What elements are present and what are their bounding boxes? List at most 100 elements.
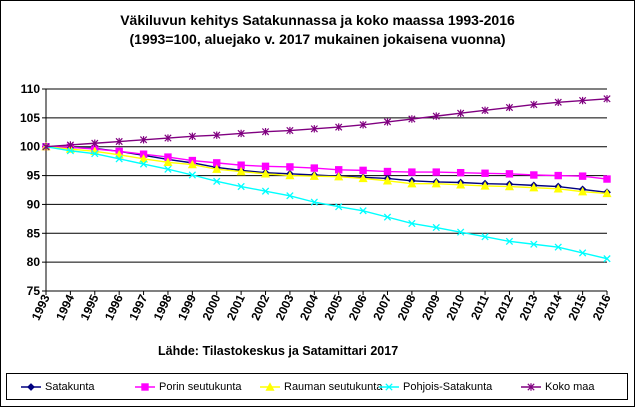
x-tick-label: 2009 bbox=[419, 292, 443, 322]
y-tick-label: 90 bbox=[27, 197, 41, 211]
data-point-marker bbox=[310, 164, 319, 172]
legend-item: Koko maa bbox=[521, 374, 595, 399]
data-point-marker bbox=[578, 96, 587, 105]
data-point-marker bbox=[553, 184, 563, 193]
data-point-marker bbox=[334, 171, 344, 181]
chart-subtitle-line2: (1993=100, aluejako v. 2017 mukainen jok… bbox=[129, 31, 506, 47]
data-point-marker bbox=[554, 243, 562, 251]
x-tick-label: 1995 bbox=[78, 292, 102, 322]
data-point-marker bbox=[432, 112, 440, 120]
data-point-marker bbox=[481, 169, 489, 177]
data-point-marker bbox=[335, 123, 343, 131]
series-porin-seutukunta bbox=[42, 143, 611, 183]
data-point-marker bbox=[457, 109, 465, 117]
data-point-marker bbox=[310, 198, 318, 206]
data-point-marker bbox=[359, 166, 367, 175]
data-point-marker bbox=[480, 181, 490, 190]
data-point-marker bbox=[163, 157, 173, 166]
data-point-marker bbox=[456, 168, 465, 177]
x-tick-label: 2005 bbox=[321, 292, 345, 322]
y-tick-label: 85 bbox=[27, 226, 41, 240]
x-tick-label: 2006 bbox=[346, 292, 370, 322]
legend: Satakunta Porin seutukunta Rauman seutukun… bbox=[6, 373, 628, 400]
series-pohjois-satakunta bbox=[42, 143, 611, 263]
x-tick-label: 2007 bbox=[370, 292, 394, 322]
data-point-marker bbox=[335, 203, 343, 211]
data-point-marker bbox=[385, 382, 393, 391]
data-point-marker bbox=[456, 228, 465, 236]
legend-swatch bbox=[135, 382, 155, 391]
x-tick-label: 2008 bbox=[395, 292, 419, 322]
x-tick-label: 2016 bbox=[590, 292, 614, 322]
data-point-marker bbox=[504, 181, 514, 191]
data-point-marker bbox=[164, 165, 172, 173]
data-point-marker bbox=[481, 106, 489, 115]
data-point-marker bbox=[530, 240, 538, 248]
legend-label: Koko maa bbox=[545, 380, 595, 393]
data-point-marker bbox=[237, 129, 245, 138]
y-tick-label: 95 bbox=[27, 169, 41, 183]
data-point-marker bbox=[383, 167, 392, 176]
legend-label: Rauman seutukunta bbox=[284, 380, 383, 393]
data-point-marker bbox=[310, 125, 318, 133]
data-point-marker bbox=[265, 381, 275, 391]
legend-swatch bbox=[521, 382, 541, 391]
data-point-marker bbox=[91, 139, 99, 147]
data-point-marker bbox=[554, 171, 562, 180]
data-point-marker bbox=[27, 382, 35, 391]
legend-swatch bbox=[260, 381, 280, 391]
data-point-marker bbox=[408, 219, 416, 228]
x-tick-label: 1994 bbox=[53, 292, 77, 322]
series-rauman-seutukunta bbox=[41, 141, 612, 198]
data-point-marker bbox=[286, 192, 294, 200]
data-point-marker bbox=[188, 171, 197, 179]
chart-title-line1: Väkiluvun kehitys Satakunnassa ja koko m… bbox=[120, 12, 515, 28]
data-point-marker bbox=[408, 115, 416, 123]
data-point-marker bbox=[66, 141, 75, 149]
x-tick-label: 2001 bbox=[224, 292, 248, 322]
data-point-marker bbox=[408, 168, 416, 176]
series-koko-maa bbox=[42, 95, 611, 151]
x-tick-label: 2010 bbox=[443, 292, 467, 322]
data-point-marker bbox=[505, 170, 514, 178]
source-note: Lähde: Tilastokeskus ja Satamittari 2017 bbox=[158, 344, 399, 358]
x-tick-label: 2013 bbox=[517, 292, 541, 322]
data-point-marker bbox=[432, 168, 440, 176]
data-point-marker bbox=[141, 382, 149, 391]
data-point-marker bbox=[407, 178, 417, 188]
data-point-marker bbox=[529, 182, 539, 192]
data-point-marker bbox=[382, 176, 393, 185]
data-point-marker bbox=[286, 126, 294, 135]
data-point-marker bbox=[213, 131, 221, 139]
legend-item: Satakunta bbox=[21, 374, 95, 399]
data-point-marker bbox=[187, 159, 197, 169]
data-point-marker bbox=[237, 182, 245, 191]
legend-label: Porin seutukunta bbox=[159, 380, 242, 393]
data-point-marker bbox=[554, 98, 562, 106]
data-point-marker bbox=[527, 382, 535, 391]
y-tick-label: 75 bbox=[27, 284, 41, 298]
data-point-marker bbox=[359, 121, 367, 129]
y-tick-label: 100 bbox=[20, 140, 40, 154]
data-point-marker bbox=[603, 255, 611, 263]
data-point-marker bbox=[91, 149, 99, 158]
data-point-marker bbox=[481, 233, 489, 241]
data-point-marker bbox=[603, 175, 611, 183]
x-tick-label: 2012 bbox=[492, 292, 516, 322]
data-point-marker bbox=[530, 100, 538, 109]
series-line bbox=[45, 146, 608, 260]
data-point-marker bbox=[505, 103, 514, 112]
x-tick-label: 1999 bbox=[175, 292, 199, 322]
data-point-marker bbox=[285, 170, 295, 180]
legend-item: Porin seutukunta bbox=[135, 374, 242, 399]
data-point-marker bbox=[383, 118, 392, 126]
data-point-marker bbox=[383, 213, 392, 221]
x-tick-label: 2003 bbox=[273, 292, 297, 322]
legend-swatch bbox=[21, 382, 41, 391]
data-point-marker bbox=[261, 128, 270, 136]
y-tick-label: 80 bbox=[27, 255, 41, 269]
data-point-marker bbox=[358, 173, 368, 183]
data-point-marker bbox=[530, 171, 538, 179]
